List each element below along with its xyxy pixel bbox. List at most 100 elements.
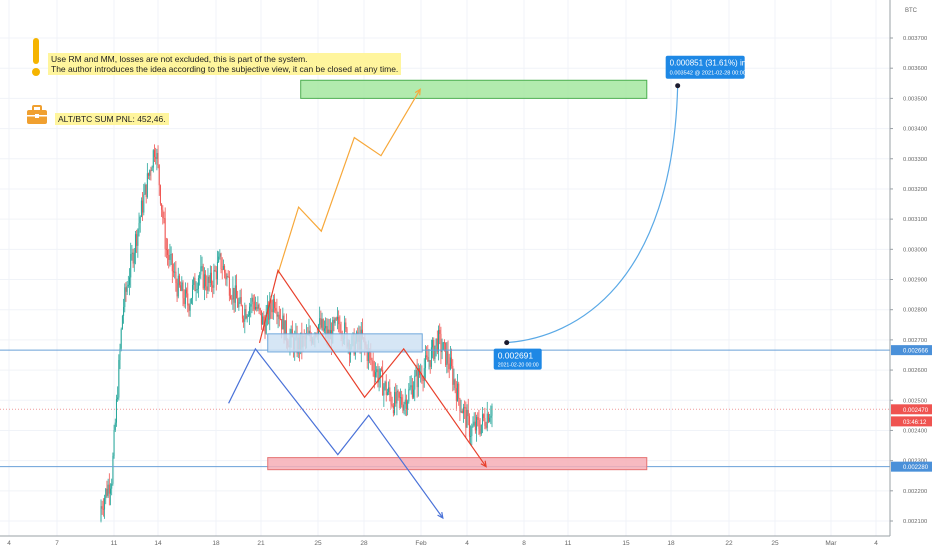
candle [396, 384, 398, 416]
candle-body [254, 307, 256, 310]
candle-body [339, 324, 341, 332]
candle [271, 299, 273, 320]
candle-body [263, 316, 265, 325]
y-tick-label: 0.003200 [903, 187, 927, 193]
candle-body [409, 387, 411, 390]
candle-body [171, 253, 173, 272]
candle-body [137, 229, 139, 246]
candle-body [370, 352, 372, 361]
candle-body [112, 455, 114, 484]
candle-body [445, 342, 447, 365]
candle [140, 197, 142, 218]
candle-body [183, 298, 185, 304]
candle [187, 282, 189, 313]
entry-zone[interactable] [267, 333, 423, 353]
curve-start-point[interactable] [504, 340, 510, 346]
candle [171, 253, 173, 283]
candle [189, 298, 191, 317]
candle [182, 280, 184, 307]
price-label-bg-3 [891, 461, 932, 472]
y-tick-label: 0.003100 [903, 217, 927, 223]
candle-body [424, 355, 426, 369]
candle-body [247, 315, 249, 317]
candle-body [124, 287, 126, 308]
candle-body [102, 508, 104, 510]
y-tick-label: 0.003600 [903, 66, 927, 72]
candle-body [416, 370, 418, 388]
candle [451, 348, 453, 369]
candle-body [201, 266, 203, 268]
candle [477, 412, 479, 427]
candle-body [180, 285, 182, 291]
candle-body [161, 203, 163, 210]
candle [249, 302, 251, 326]
candle-body [237, 298, 239, 308]
candle-body [260, 310, 262, 325]
target-curve[interactable] [506, 85, 679, 344]
candle [188, 303, 190, 317]
candle [158, 164, 160, 196]
candle [218, 251, 220, 263]
candle-body [177, 275, 179, 297]
candle [476, 414, 478, 442]
candle [143, 183, 145, 216]
candle [275, 301, 277, 314]
candle [473, 412, 475, 427]
candle [239, 289, 241, 304]
candle-body [452, 366, 454, 385]
candle [244, 302, 246, 334]
stop-zone[interactable] [267, 457, 648, 471]
candle [427, 344, 429, 362]
candle [408, 383, 410, 404]
candle-body [432, 340, 434, 348]
candle-body [110, 488, 112, 494]
candle [119, 343, 121, 370]
candle [413, 381, 415, 399]
candle [253, 294, 255, 315]
candle-body [397, 390, 399, 393]
time-axis[interactable]: 4 7 11 14 18 21 25 28 Feb 4 8 11 15 18 22 25 Mar 4 [0, 535, 890, 550]
candle-body [192, 284, 194, 299]
candle-body [285, 320, 287, 342]
candle-body [197, 278, 199, 289]
candle-body [372, 361, 374, 371]
curve-end-point[interactable] [675, 83, 681, 89]
candle [114, 418, 116, 433]
candle-body [455, 388, 457, 401]
candle-body [130, 253, 132, 278]
candle-body [235, 285, 237, 299]
candle [101, 500, 103, 515]
candle-body [113, 430, 115, 456]
candle [167, 238, 169, 266]
candle [449, 345, 451, 371]
candle-body [485, 425, 487, 428]
candle-body [119, 348, 121, 360]
candle-body [127, 284, 129, 287]
candle-body [240, 297, 242, 307]
candle-body [203, 274, 205, 289]
candle-body [420, 374, 422, 376]
candle-body [188, 305, 190, 311]
candle-body [322, 319, 324, 331]
candle-body [477, 417, 479, 420]
candle [132, 248, 134, 268]
candle [308, 318, 310, 337]
candle [321, 312, 323, 331]
candle-body [489, 417, 491, 422]
price-axis[interactable]: BTC 0.002100 0.002200 0.002300 0.002400 0.002… [889, 0, 932, 550]
candle [228, 270, 230, 302]
y-tick-label: 0.003400 [903, 127, 927, 133]
candle-body [384, 381, 386, 387]
candle-body [457, 383, 459, 401]
candle [168, 248, 170, 269]
candle [193, 276, 195, 290]
red-path[interactable] [258, 268, 487, 468]
candle [480, 424, 482, 436]
target-zone[interactable] [300, 79, 648, 99]
candle [402, 394, 404, 414]
blue-path[interactable] [228, 347, 444, 519]
orange-path[interactable] [277, 88, 421, 274]
disclaimer-note: Use RM and MM, losses are not excluded, … [48, 53, 402, 75]
